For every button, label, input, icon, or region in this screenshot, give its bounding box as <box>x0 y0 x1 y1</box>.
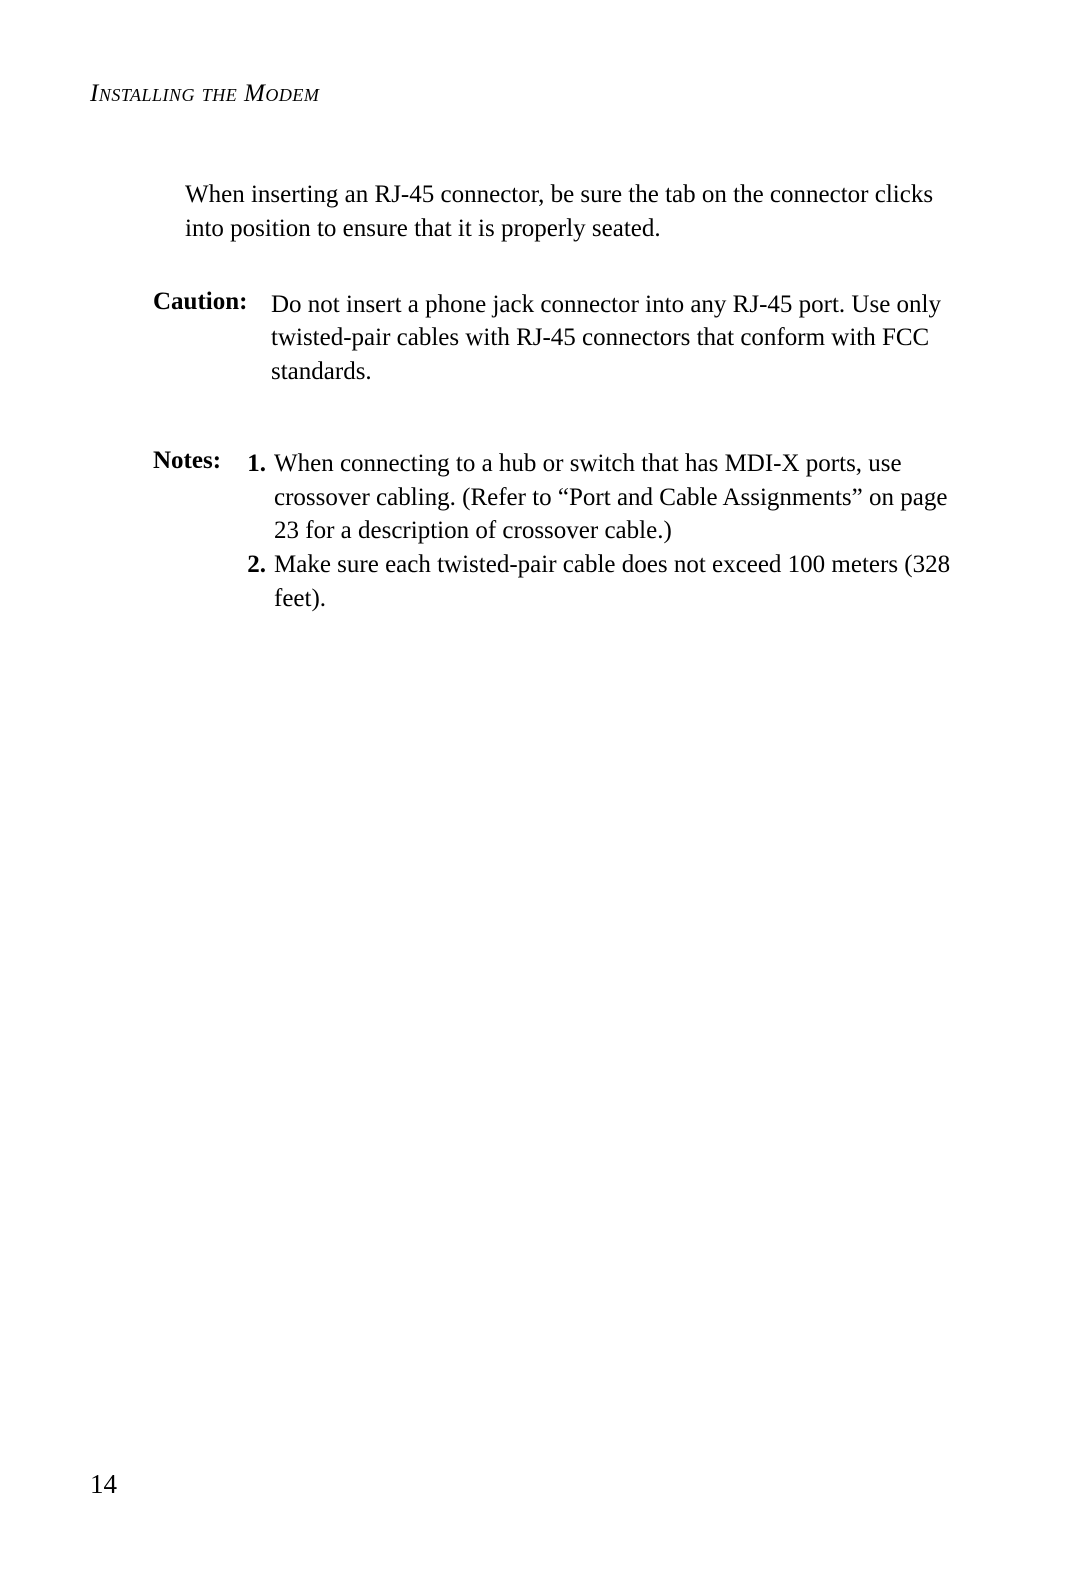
content-block: When inserting an RJ-45 connector, be su… <box>185 178 975 616</box>
notes-block: Notes: 1. When connecting to a hub or sw… <box>153 447 975 616</box>
note-text-1: When connecting to a hub or switch that … <box>274 447 975 548</box>
note-number-1: 1. <box>241 447 274 481</box>
notes-label: Notes: <box>153 447 241 475</box>
note-item-2: 2. Make sure each twisted-pair cable doe… <box>241 548 975 616</box>
caution-block: Caution: Do not insert a phone jack conn… <box>153 288 975 389</box>
note-text-2: Make sure each twisted-pair cable does n… <box>274 548 975 616</box>
caution-text: Do not insert a phone jack connector int… <box>271 288 975 389</box>
caution-label: Caution: <box>153 288 271 316</box>
intro-paragraph: When inserting an RJ-45 connector, be su… <box>185 178 975 246</box>
notes-list: 1. When connecting to a hub or switch th… <box>241 447 975 616</box>
section-header: Installing the Modem <box>90 80 990 108</box>
note-item-1: 1. When connecting to a hub or switch th… <box>241 447 975 548</box>
page-number: 14 <box>90 1469 117 1500</box>
page-container: Installing the Modem When inserting an R… <box>0 0 1080 1570</box>
note-number-2: 2. <box>241 548 274 582</box>
